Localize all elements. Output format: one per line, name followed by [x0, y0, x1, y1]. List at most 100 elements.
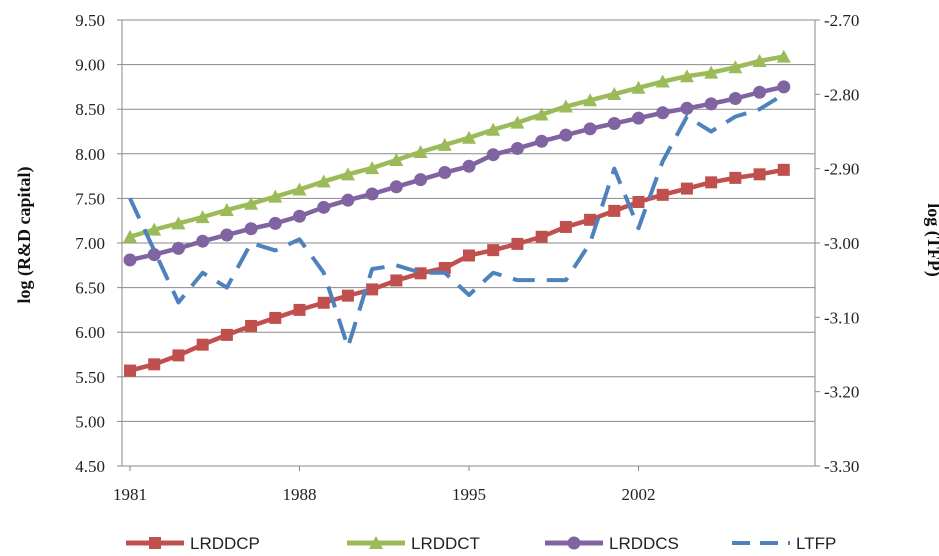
data-point-lrddcs [365, 187, 379, 201]
y-tick-label-left: 9.50 [75, 11, 105, 30]
data-point-lrddct [776, 49, 791, 63]
y-tick-label-right: -2.80 [824, 85, 859, 104]
y-tick-label-left: 5.00 [75, 412, 105, 431]
y-tick-label-left: 4.50 [75, 457, 105, 476]
data-point-lrddcp [729, 171, 742, 184]
legend-marker [567, 536, 581, 550]
y-tick-label-left: 8.50 [75, 100, 105, 119]
data-point-lrddcp [705, 176, 718, 189]
legend-item-lrddct: LRDDCT [347, 534, 480, 553]
data-point-lrddcp [317, 296, 330, 309]
x-tick-label: 1995 [452, 485, 486, 504]
x-tick-label: 1981 [113, 485, 147, 504]
data-point-lrddct [462, 130, 476, 144]
axes [117, 19, 820, 471]
series-ltfp [128, 92, 785, 350]
data-point-lrddct [583, 93, 598, 107]
data-point-lrddcs [220, 228, 234, 242]
series-lrddcs [123, 80, 791, 267]
y-tick-label-right: -3.20 [824, 383, 859, 402]
legend: LRDDCP LRDDCT LRDDCS LTFP [126, 534, 836, 553]
series-line-lrddct [129, 54, 785, 239]
data-point-lrddcp [196, 338, 209, 351]
series-line-ltfp [128, 92, 785, 350]
data-point-lrddct [340, 167, 355, 181]
series-line-lrddcs [129, 84, 785, 263]
data-point-lrddcp [293, 303, 306, 316]
series-lrddct [123, 49, 791, 243]
data-point-lrddct [486, 122, 501, 136]
y-tick-label-left: 6.00 [75, 323, 105, 342]
legend-item-lrddcp: LRDDCP [126, 534, 260, 553]
data-point-lrddcp [584, 213, 597, 226]
data-point-lrddcs [583, 122, 597, 136]
data-point-lrddct [728, 60, 743, 74]
data-point-lrddcs [656, 106, 670, 120]
legend-label: LTFP [796, 534, 836, 553]
data-point-lrddct [413, 145, 428, 159]
data-point-lrddct [365, 161, 380, 175]
y-axis-title-left: log (R&D capital) [14, 167, 35, 304]
data-point-lrddct [147, 222, 162, 236]
legend-item-ltfp: LTFP [732, 534, 836, 553]
data-point-lrddcs [268, 216, 282, 230]
tick-labels: 4.50 5.00 5.50 6.00 6.50 7.00 7.50 8.00 8.50 9.00… [75, 11, 859, 504]
data-point-lrddcs [123, 253, 137, 267]
data-point-lrddcp [124, 364, 136, 377]
y-tick-label-right: -3.10 [824, 308, 859, 327]
data-point-lrddct [244, 196, 259, 210]
data-point-lrddct [655, 74, 670, 88]
data-point-lrddct [704, 65, 719, 79]
data-point-lrddcs [777, 80, 791, 94]
data-point-lrddct [195, 210, 210, 224]
data-point-lrddcs [317, 200, 331, 214]
data-point-lrddcs [414, 173, 428, 187]
data-point-lrddct [389, 153, 404, 167]
data-point-lrddcs [171, 241, 185, 255]
series-line-lrddcp [129, 167, 785, 373]
data-point-lrddcs [535, 134, 549, 148]
data-point-lrddcp [366, 283, 379, 296]
data-point-lrddct [558, 99, 573, 113]
data-point-lrddcp [148, 358, 161, 371]
series-lrddcp [124, 163, 790, 377]
data-point-lrddcp [656, 188, 669, 201]
data-point-lrddcs [559, 128, 573, 142]
legend-label: LRDDCS [609, 534, 679, 553]
legend-marker [149, 537, 161, 549]
plot-series [123, 49, 791, 377]
legend-marker [369, 536, 383, 549]
y-tick-label-left: 7.50 [75, 189, 105, 208]
data-point-lrddct [631, 80, 646, 94]
data-point-lrddcp [632, 195, 645, 208]
data-point-lrddcp [680, 182, 693, 195]
data-point-lrddcp [777, 163, 790, 176]
y-axis-title-right: log (TFP) [923, 203, 939, 277]
y-tick-label-right: -2.90 [824, 160, 859, 179]
data-point-lrddcs [341, 193, 355, 207]
data-point-lrddcp [463, 249, 475, 262]
data-point-lrddcs [510, 141, 524, 155]
data-point-lrddcp [535, 230, 548, 243]
data-point-lrddct [534, 107, 549, 121]
data-point-lrddcp [390, 274, 403, 287]
data-point-lrddct [437, 137, 452, 151]
data-point-lrddcs [704, 97, 718, 111]
data-point-lrddcp [341, 289, 354, 302]
y-tick-label-left: 5.50 [75, 368, 105, 387]
data-point-lrddcs [486, 148, 500, 162]
data-point-lrddcp [172, 349, 185, 362]
data-point-lrddcs [196, 234, 210, 248]
y-tick-label-right: -2.70 [824, 11, 859, 30]
data-point-lrddcp [608, 204, 621, 217]
data-point-lrddcp [753, 168, 766, 181]
data-point-lrddcp [245, 319, 258, 332]
data-point-lrddcs [632, 111, 645, 125]
data-point-lrddcs [244, 222, 258, 236]
data-point-lrddcp [559, 220, 572, 233]
y-tick-label-left: 9.00 [75, 56, 105, 75]
data-point-lrddct [171, 216, 186, 230]
legend-label: LRDDCP [190, 534, 260, 553]
legend-item-lrddcs: LRDDCS [545, 534, 679, 553]
